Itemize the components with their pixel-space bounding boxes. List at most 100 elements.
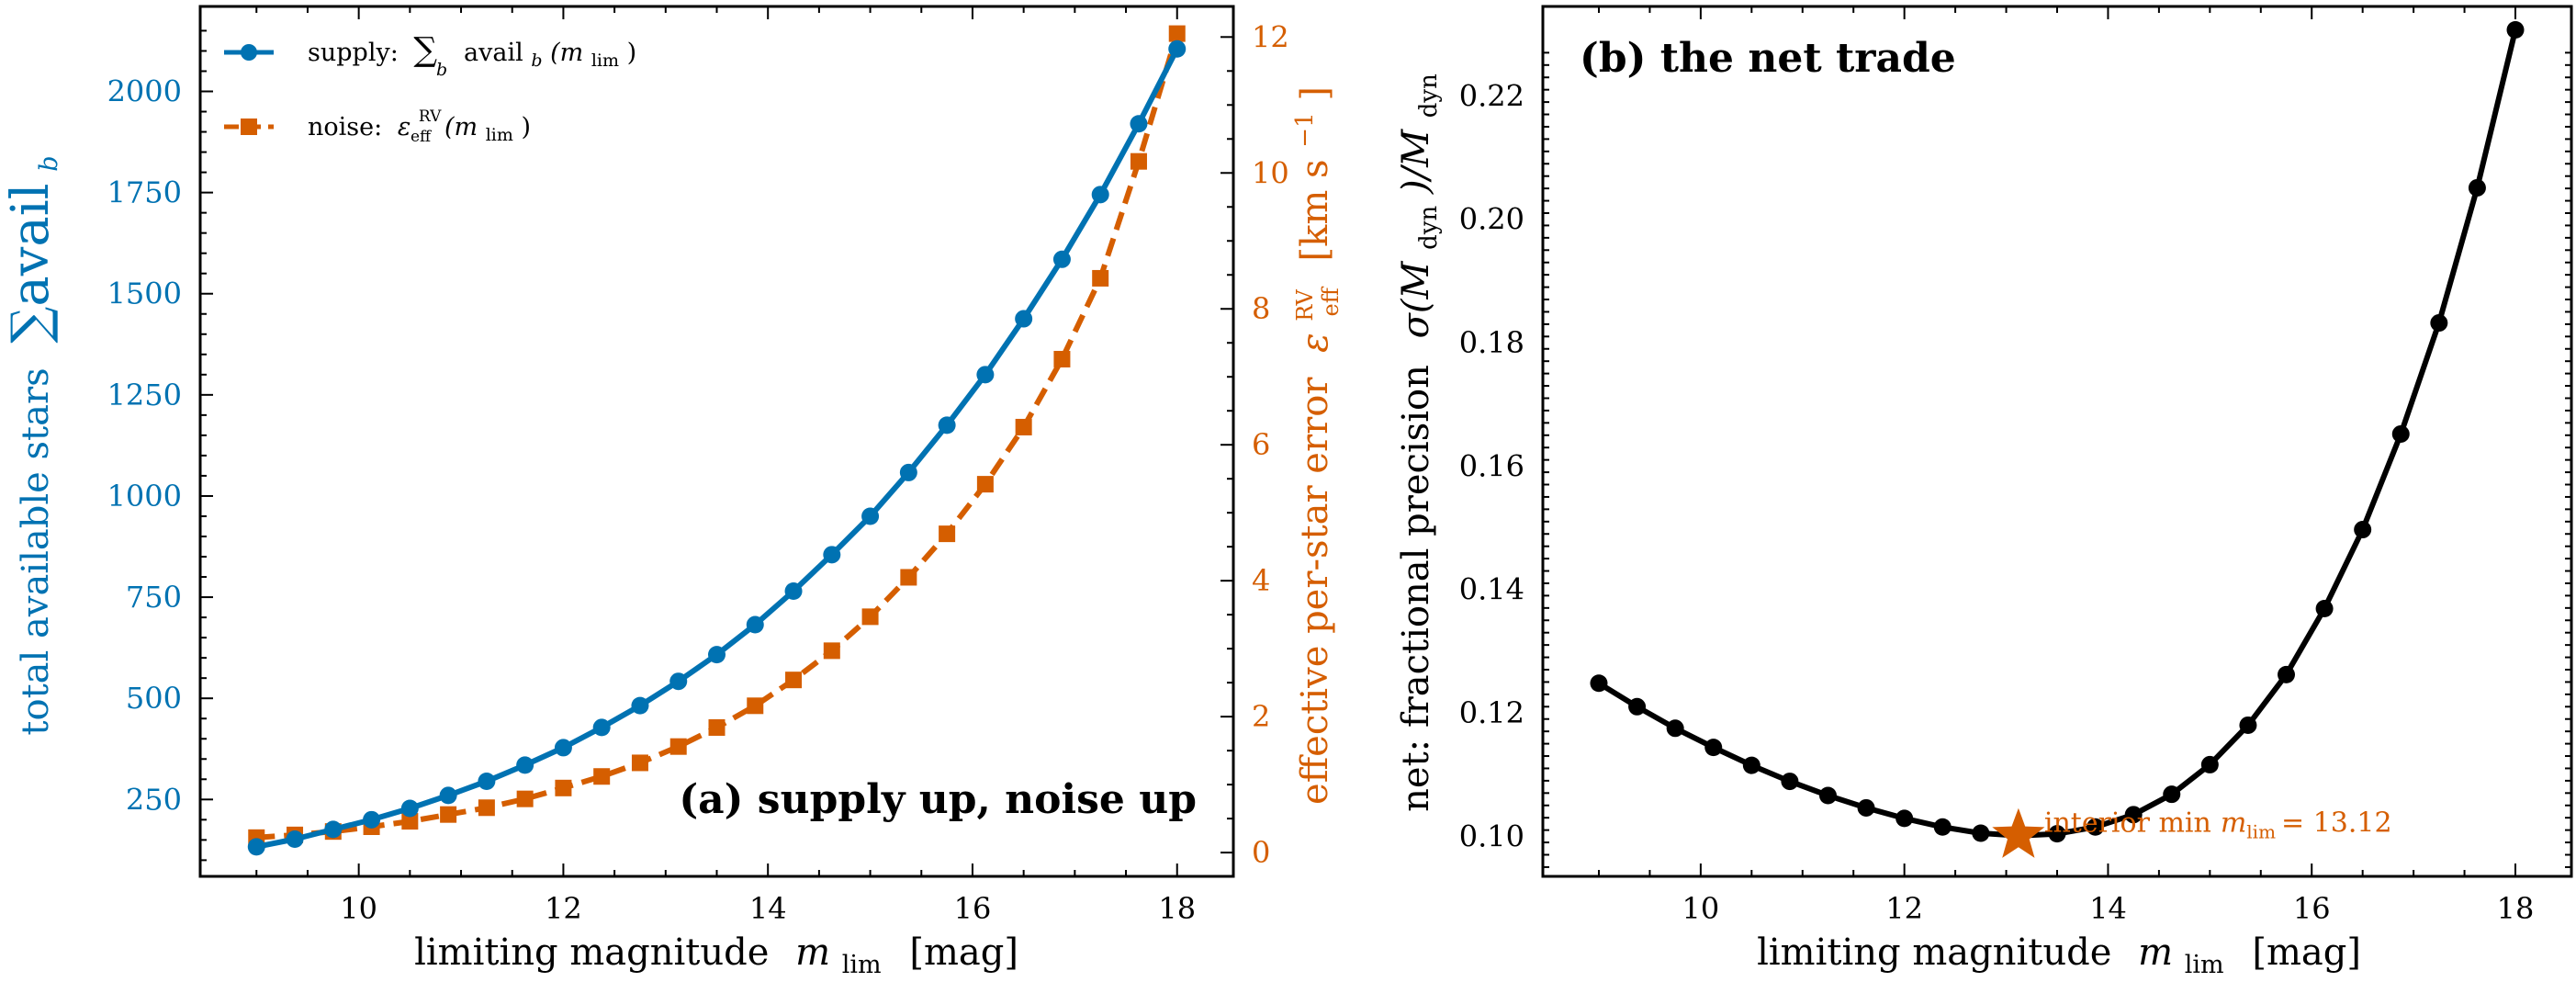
noise-point [708, 718, 726, 736]
net-point [2163, 785, 2181, 804]
net-point [1818, 786, 1837, 805]
net-point [1933, 818, 1952, 836]
panel-a-ticks: 10 12 14 16 18 250 500 750 1000 1250 1500 1750 2000 0… [107, 6, 1289, 926]
net-point [2315, 600, 2334, 618]
supply-point [439, 786, 457, 805]
panel-a-ylabel-left: total available stars ∑avail b [1, 155, 63, 735]
panel-b-ylabel: net: fractional precision σ(M dyn )/M dy… [1395, 73, 1445, 812]
noise-point [900, 569, 917, 586]
noise-point [785, 672, 803, 689]
y-tick-label: 0.20 [1459, 202, 1524, 237]
supply-point [324, 820, 343, 839]
supply-point [669, 672, 688, 691]
panel-b-title: (b) the net trade [1580, 35, 1956, 82]
net-point [2200, 755, 2219, 773]
y-right-tick-label: 8 [1252, 291, 1270, 326]
supply-point [1130, 115, 1148, 133]
y-left-tick-label: 1250 [107, 378, 182, 412]
supply-point [861, 507, 880, 525]
supply-point [976, 366, 995, 384]
noise-point [939, 525, 956, 543]
noise-point [1015, 418, 1032, 435]
x-tick-label: 14 [749, 891, 787, 926]
x-tick-label: 10 [340, 891, 377, 926]
net-point [2430, 314, 2448, 333]
panel-b: 10 12 14 16 18 0.10 0.12 0.14 0.16 0.18 0.20 0.22 i… [1395, 5, 2573, 979]
net-point [1972, 824, 1990, 842]
net-point [2087, 818, 2105, 836]
y-tick-label: 0.12 [1459, 695, 1524, 730]
y-left-tick-label: 1500 [107, 277, 182, 311]
supply-point [554, 739, 572, 757]
net-point [1590, 674, 1608, 693]
supply-point [478, 772, 496, 790]
legend-supply-marker [241, 44, 257, 61]
supply-point [1168, 40, 1187, 58]
supply-point [899, 463, 917, 481]
legend-noise-marker [241, 119, 257, 135]
panel-a-title: (a) supply up, noise up [679, 776, 1197, 823]
noise-point [1130, 152, 1147, 170]
y-tick-label: 0.16 [1459, 448, 1524, 483]
noise-point [823, 642, 840, 660]
net-point [2239, 716, 2257, 734]
noise-point [861, 608, 879, 626]
supply-point [400, 799, 419, 818]
noise-point [516, 790, 534, 807]
supply-point [1052, 250, 1071, 268]
y-right-tick-label: 10 [1252, 155, 1289, 190]
supply-point [784, 581, 803, 600]
noise-point [976, 476, 994, 493]
noise-point [593, 768, 611, 785]
net-point [2354, 521, 2372, 539]
supply-point [823, 546, 841, 564]
interior-min-star [1992, 807, 2045, 858]
supply-point [363, 810, 381, 829]
y-left-tick-label: 1000 [107, 479, 182, 514]
y-tick-label: 0.14 [1459, 572, 1524, 607]
y-left-tick-label: 1750 [107, 175, 182, 210]
panel-b-series: interior min mlim = 13.12 [1590, 21, 2525, 858]
legend-supply-label: supply: ∑ b avail b (m lim ) [308, 31, 636, 82]
supply-point [1015, 310, 1033, 328]
y-left-tick-label: 250 [126, 782, 182, 817]
panel-a-frame [198, 5, 1235, 878]
panel-b-ticks: 10 12 14 16 18 0.10 0.12 0.14 0.16 0.18 0.20 0.22 [1459, 6, 2571, 926]
supply-point [1091, 186, 1109, 204]
panel-b-frame [1541, 5, 2573, 878]
y-right-tick-label: 6 [1252, 427, 1270, 462]
net-point [1704, 739, 1723, 757]
legend-noise-label: noise: ε RV eff (m lim ) [308, 99, 531, 148]
panel-a: 10 12 14 16 18 250 500 750 1000 1250 1500 1750 2000 0… [1, 5, 1347, 979]
net-point [1742, 756, 1760, 774]
y-right-tick-label: 12 [1252, 19, 1289, 54]
noise-point [401, 813, 419, 830]
supply-point [938, 416, 956, 435]
supply-point [516, 756, 534, 774]
net-point [1857, 798, 1875, 817]
interior-min-label: interior min mlim = 13.12 [2044, 807, 2392, 843]
y-left-tick-label: 2000 [107, 73, 182, 108]
supply-point [631, 696, 649, 715]
x-tick-label: 18 [1158, 891, 1196, 926]
noise-point [631, 754, 648, 772]
legend: supply: ∑ b avail b (m lim ) noise: ε RV [224, 31, 636, 148]
noise-point [1053, 350, 1071, 367]
x-tick-label: 16 [2293, 891, 2331, 926]
noise-line [256, 32, 1180, 841]
y-right-tick-label: 0 [1252, 835, 1270, 870]
noise-point [440, 806, 457, 823]
supply-point [592, 718, 611, 737]
y-tick-label: 0.18 [1459, 325, 1524, 360]
x-tick-label: 18 [2497, 891, 2535, 926]
legend-entry-supply: supply: ∑ b avail b (m lim ) [224, 31, 636, 82]
supply-point [746, 615, 764, 634]
x-tick-label: 16 [954, 891, 992, 926]
panel-a-ylabel-right: effective per-star error ε RV eff [km s … [1279, 86, 1347, 805]
y-left-tick-label: 750 [126, 580, 182, 615]
y-tick-label: 0.10 [1459, 818, 1524, 853]
x-tick-label: 10 [1682, 891, 1720, 926]
supply-point [247, 838, 265, 856]
noise-point [478, 799, 495, 817]
